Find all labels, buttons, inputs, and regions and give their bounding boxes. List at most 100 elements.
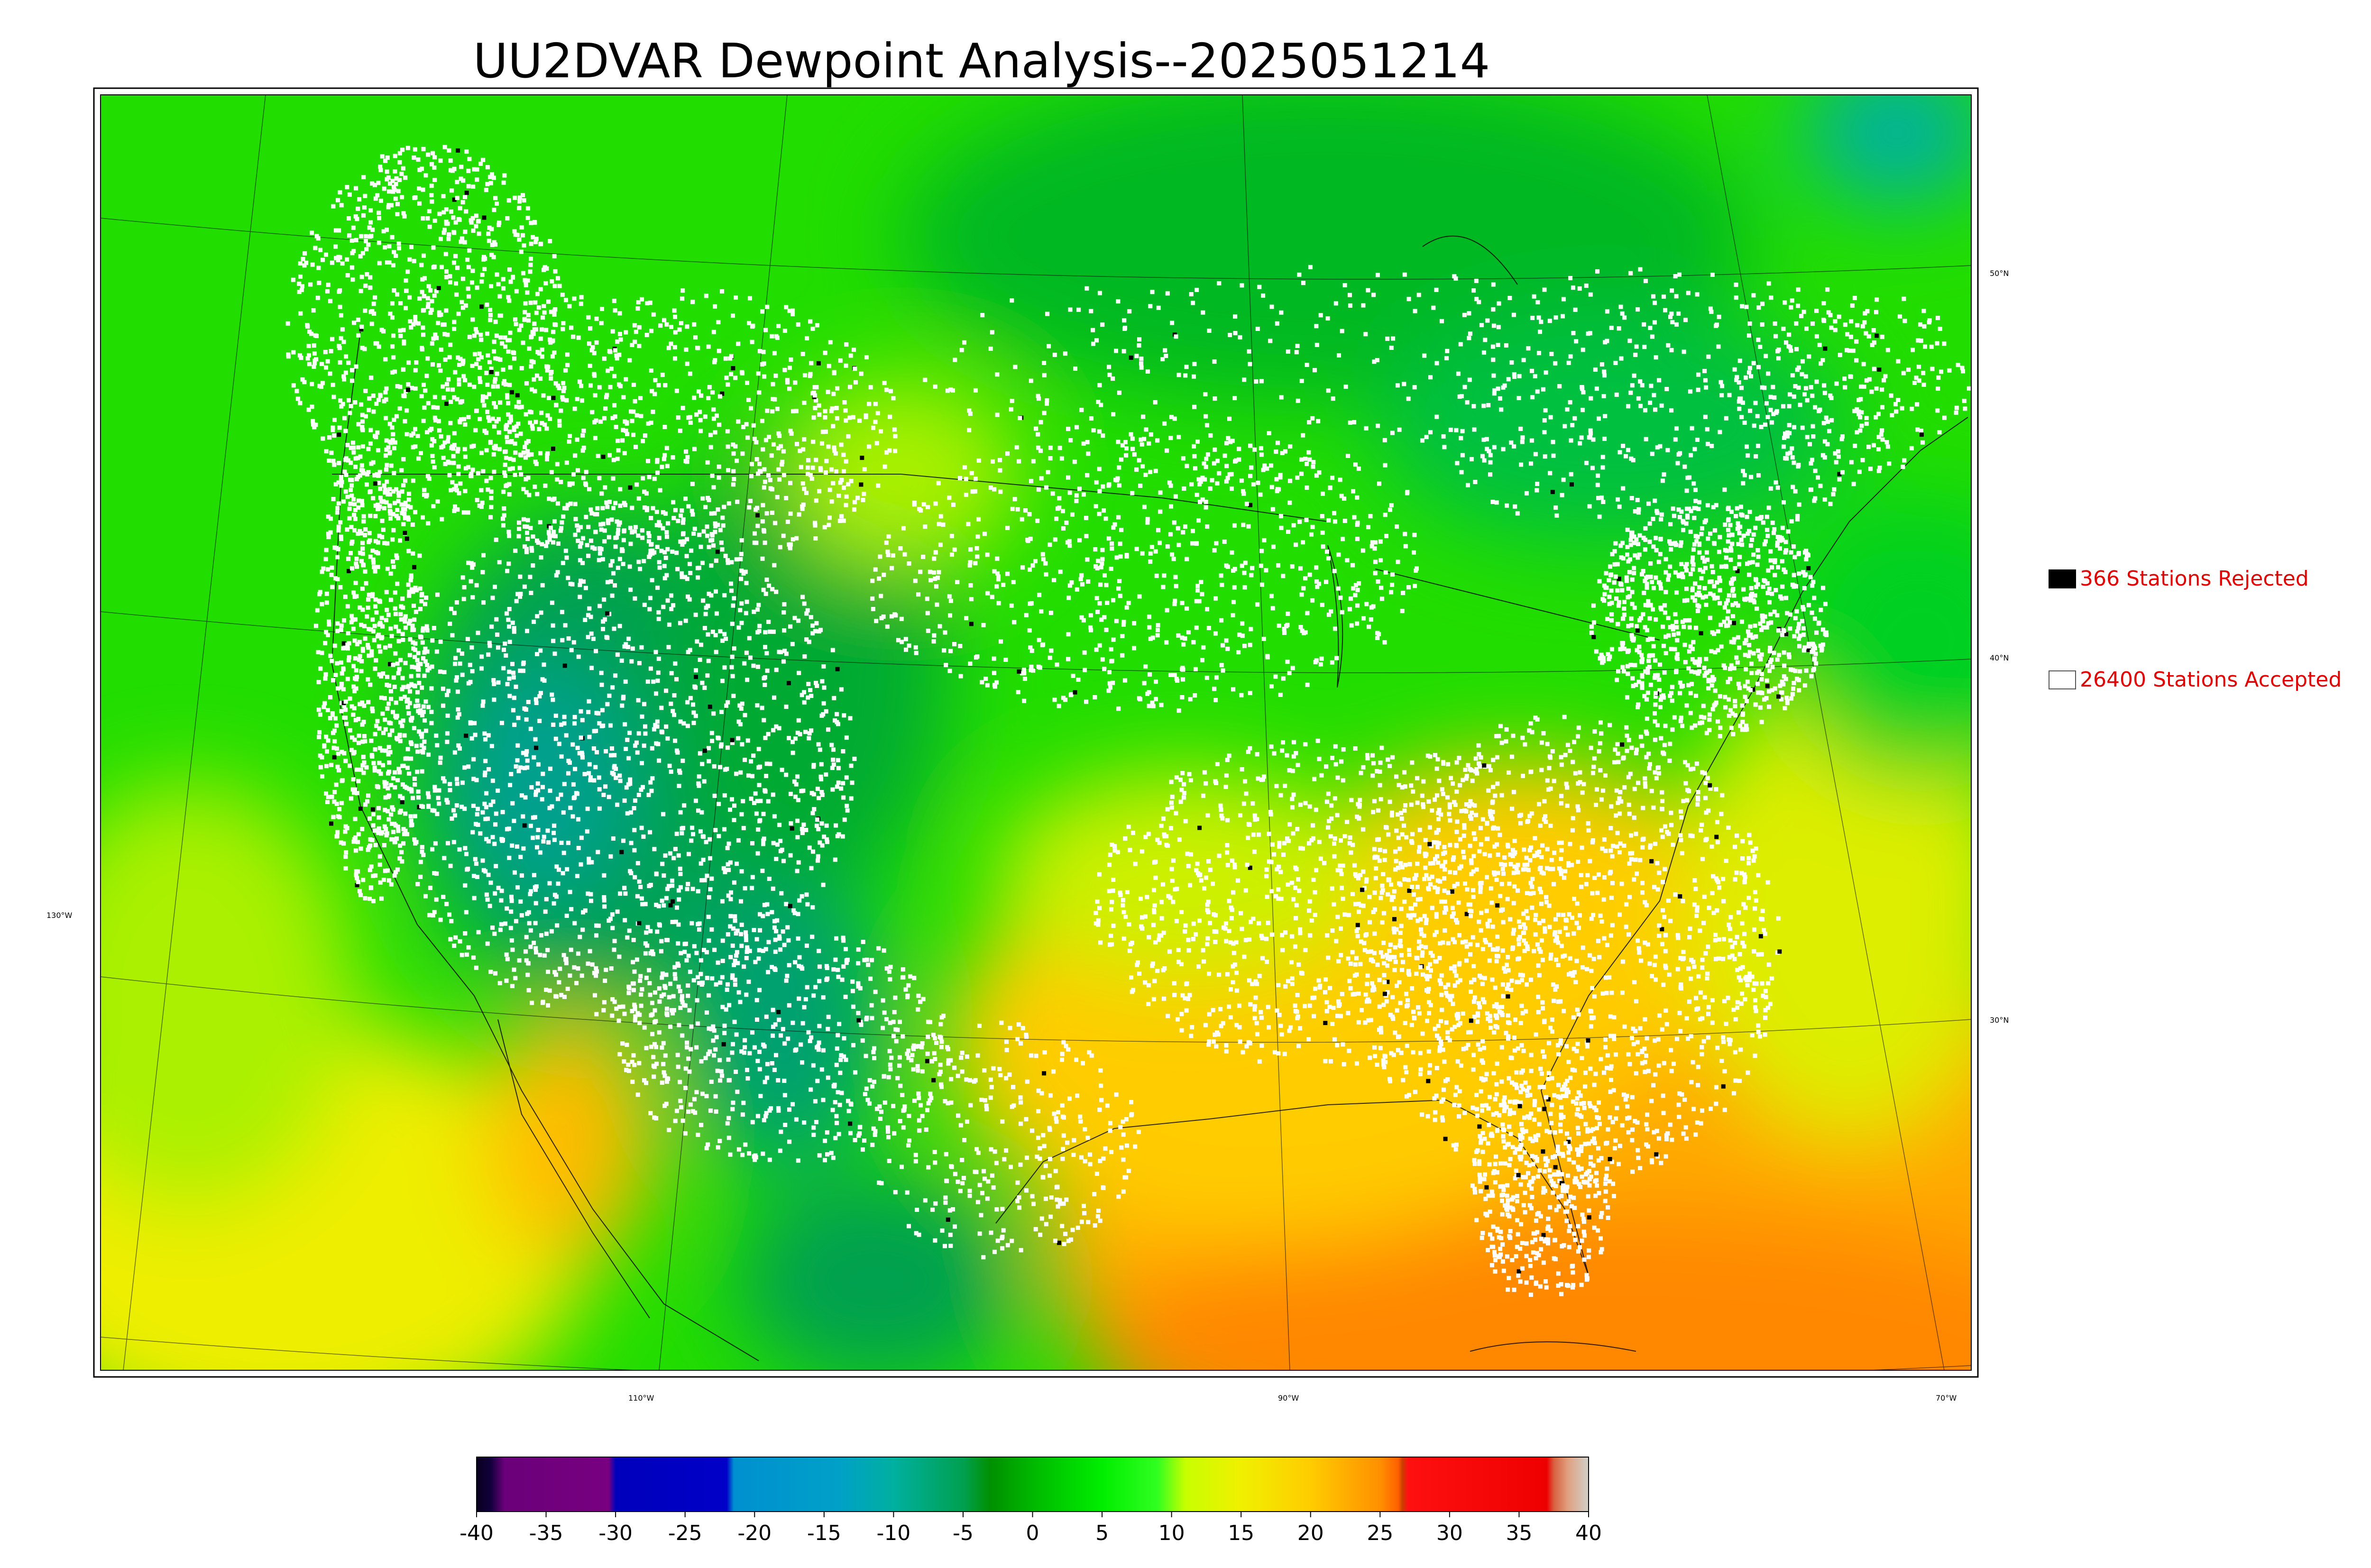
station-accepted-marker <box>1116 440 1121 444</box>
station-accepted-marker <box>373 503 378 508</box>
station-accepted-marker <box>551 330 556 334</box>
station-accepted-marker <box>399 850 404 854</box>
station-accepted-marker <box>841 452 846 457</box>
station-accepted-marker <box>527 921 532 926</box>
station-accepted-marker <box>386 701 391 706</box>
station-accepted-marker <box>694 951 699 955</box>
station-accepted-marker <box>635 1092 640 1097</box>
station-accepted-marker <box>646 421 651 426</box>
station-accepted-marker <box>545 413 550 418</box>
station-accepted-marker <box>300 284 304 289</box>
station-accepted-marker <box>395 581 400 586</box>
station-accepted-marker <box>420 628 425 633</box>
station-accepted-marker <box>493 196 498 201</box>
station-accepted-marker <box>393 154 397 158</box>
station-accepted-marker <box>576 654 581 659</box>
station-accepted-marker <box>688 696 693 700</box>
station-accepted-marker <box>576 528 581 532</box>
station-accepted-marker <box>580 927 585 932</box>
station-accepted-marker <box>655 929 660 934</box>
station-accepted-marker <box>643 731 648 736</box>
station-accepted-marker <box>885 1125 890 1130</box>
station-accepted-marker <box>432 178 437 182</box>
station-accepted-marker <box>782 943 787 947</box>
station-rejected-marker <box>406 387 411 392</box>
station-accepted-marker <box>845 808 850 813</box>
station-accepted-marker <box>459 651 464 656</box>
station-accepted-marker <box>1099 617 1104 622</box>
station-accepted-marker <box>572 406 577 411</box>
station-accepted-marker <box>523 310 527 314</box>
station-accepted-marker <box>374 550 378 554</box>
station-accepted-marker <box>510 661 515 666</box>
station-accepted-marker <box>533 946 538 951</box>
station-accepted-marker <box>335 621 340 626</box>
station-accepted-marker <box>506 295 511 300</box>
station-accepted-marker <box>654 1062 659 1066</box>
station-accepted-marker <box>567 304 572 309</box>
station-accepted-marker <box>542 310 547 315</box>
station-accepted-marker <box>585 829 589 834</box>
station-accepted-marker <box>1114 619 1119 624</box>
station-accepted-marker <box>602 597 607 602</box>
station-accepted-marker <box>700 761 705 766</box>
station-accepted-marker <box>565 352 570 357</box>
station-accepted-marker <box>775 918 780 923</box>
station-accepted-marker <box>1301 586 1306 591</box>
station-accepted-marker <box>760 419 764 423</box>
station-accepted-marker <box>1389 503 1394 507</box>
station-accepted-marker <box>532 619 536 624</box>
station-accepted-marker <box>358 702 362 706</box>
station-accepted-marker <box>814 1120 818 1124</box>
station-accepted-marker <box>304 260 309 265</box>
station-accepted-marker <box>1406 585 1411 589</box>
station-accepted-marker <box>608 723 613 728</box>
station-accepted-marker <box>521 814 525 819</box>
station-accepted-marker <box>360 428 365 432</box>
station-accepted-marker <box>350 787 355 792</box>
station-accepted-marker <box>799 1042 803 1047</box>
station-accepted-marker <box>731 313 735 318</box>
station-accepted-marker <box>400 724 404 728</box>
station-accepted-marker <box>376 448 380 453</box>
station-accepted-marker <box>460 305 465 310</box>
station-accepted-marker <box>336 524 341 529</box>
station-accepted-marker <box>1138 484 1143 488</box>
station-accepted-marker <box>483 770 487 775</box>
station-accepted-marker <box>392 471 396 476</box>
station-accepted-marker <box>568 501 573 506</box>
station-accepted-marker <box>686 954 691 958</box>
station-accepted-marker <box>507 533 511 538</box>
station-accepted-marker <box>332 643 337 648</box>
station-accepted-marker <box>491 452 496 457</box>
station-accepted-marker <box>390 728 395 733</box>
station-accepted-marker <box>968 583 973 587</box>
station-accepted-marker <box>353 617 358 622</box>
station-accepted-marker <box>1180 635 1185 640</box>
station-accepted-marker <box>408 578 413 583</box>
station-accepted-marker <box>1121 622 1126 627</box>
station-accepted-marker <box>607 795 611 799</box>
station-accepted-marker <box>529 257 533 261</box>
station-accepted-marker <box>660 373 665 377</box>
station-accepted-marker <box>824 772 828 777</box>
station-accepted-marker <box>356 498 361 503</box>
station-accepted-marker <box>470 468 475 472</box>
station-accepted-marker <box>371 409 376 414</box>
station-accepted-marker <box>448 158 453 163</box>
station-accepted-marker <box>616 566 620 570</box>
station-accepted-marker <box>777 936 782 941</box>
station-accepted-marker <box>400 511 404 515</box>
station-accepted-marker <box>339 685 344 690</box>
station-accepted-marker <box>412 627 416 632</box>
station-accepted-marker <box>763 683 767 687</box>
station-accepted-marker <box>576 335 581 340</box>
station-accepted-marker <box>454 292 459 297</box>
station-accepted-marker <box>431 336 436 341</box>
station-accepted-marker <box>1232 585 1237 590</box>
station-accepted-marker <box>335 510 340 515</box>
station-accepted-marker <box>505 483 509 487</box>
station-accepted-marker <box>391 559 395 564</box>
station-accepted-marker <box>483 759 488 763</box>
station-accepted-marker <box>382 779 387 784</box>
